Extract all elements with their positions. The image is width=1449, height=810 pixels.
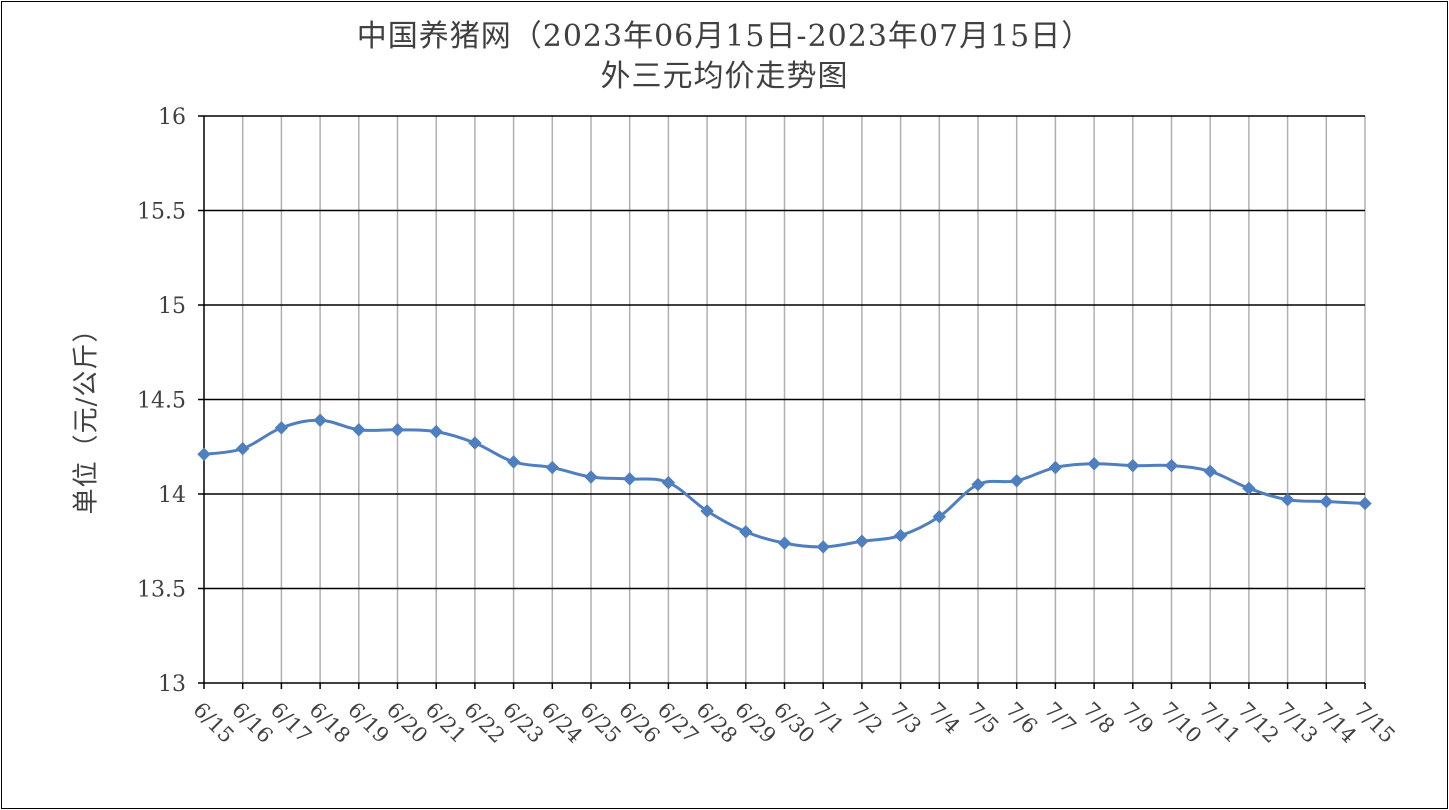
x-tick-label: 7/3 [885,698,926,739]
y-tick-label: 13.5 [137,578,186,603]
data-point-7-12 [1242,481,1256,496]
y-tick-label: 13 [158,672,186,697]
x-tick-label: 7/4 [924,698,965,739]
data-point-6-22 [468,436,482,450]
y-tick-label: 14.5 [137,389,186,414]
data-point-7-8 [1087,457,1101,471]
y-tick-labels: 13 13.5 14 14.5 15 15.5 16 [137,105,186,697]
data-point-6-21 [429,424,443,439]
data-point-7-13 [1280,492,1295,507]
data-point-6-28 [700,504,714,518]
horizontal-gridlines [204,115,1365,590]
data-point-7-5 [971,477,985,492]
x-tick-label: 6/22 [459,698,509,748]
data-point-6-23 [506,455,521,469]
x-tick-label: 7/9 [1117,698,1158,739]
chart-subtitle: 外三元均价走势图 [600,59,849,94]
x-tick-label: 6/17 [266,698,316,748]
data-point-7-9 [1126,458,1140,473]
axes [198,115,1366,689]
data-point-7-14 [1319,494,1334,509]
data-point-7-11 [1203,464,1217,479]
data-point-6-29 [739,525,753,539]
data-point-7-10 [1164,458,1179,473]
x-tick-label: 6/18 [305,698,355,748]
x-tick-label: 7/2 [846,698,887,739]
x-tick-label: 6/20 [382,698,432,748]
x-tick-label: 6/16 [227,698,277,748]
data-point-7-1 [816,540,830,554]
x-tick-label: 7/10 [1156,698,1206,748]
data-point-6-25 [584,470,598,484]
data-point-6-30 [777,536,792,550]
chart-title: 中国养猪网（2023年06月15日-2023年07月15日） [356,19,1093,54]
data-point-7-4 [932,509,947,524]
data-series [197,413,1372,554]
x-tick-label: 7/5 [962,698,1003,739]
x-tick-label: 6/29 [730,698,780,748]
x-tick-label: 6/24 [537,698,587,748]
data-point-7-2 [855,534,869,548]
data-point-7-3 [893,528,908,543]
x-tick-label: 7/6 [1001,698,1042,739]
x-tick-label: 7/7 [1040,698,1081,739]
y-tick-label: 15.5 [137,200,186,225]
x-tick-label: 7/15 [1349,698,1399,748]
x-tick-label: 6/25 [575,698,625,748]
data-point-6-24 [545,460,560,475]
x-tick-label: 7/14 [1311,698,1361,748]
y-tick-label: 14 [158,483,186,508]
x-tick-label: 6/23 [498,698,548,748]
data-point-6-17 [274,421,289,435]
x-tick-label: 6/27 [653,698,703,748]
y-tick-label: 15 [158,294,186,319]
x-tick-label: 7/12 [1233,698,1283,748]
data-point-7-7 [1048,460,1063,475]
data-point-6-26 [622,472,637,486]
data-point-6-18 [313,413,327,427]
x-tick-label: 7/8 [1079,698,1120,739]
data-point-7-6 [1009,474,1024,488]
data-point-6-15 [197,447,211,462]
x-tick-label: 6/28 [692,698,742,748]
x-tick-label: 7/11 [1195,698,1245,748]
x-tick-label: 6/21 [421,698,471,748]
x-tick-label: 6/15 [188,698,238,748]
y-tick-label: 16 [158,105,186,130]
x-tick-label: 7/13 [1272,698,1322,748]
x-tick-labels: 6/156/166/176/186/196/206/216/226/236/24… [188,698,1399,748]
x-tick-label: 6/19 [343,698,393,748]
data-point-6-19 [352,423,366,437]
x-tick-label: 6/26 [614,698,664,748]
data-point-6-20 [390,423,405,437]
x-tick-label: 6/30 [769,698,819,748]
data-point-6-16 [235,441,250,456]
data-point-6-27 [661,475,676,490]
data-point-7-15 [1358,496,1372,511]
